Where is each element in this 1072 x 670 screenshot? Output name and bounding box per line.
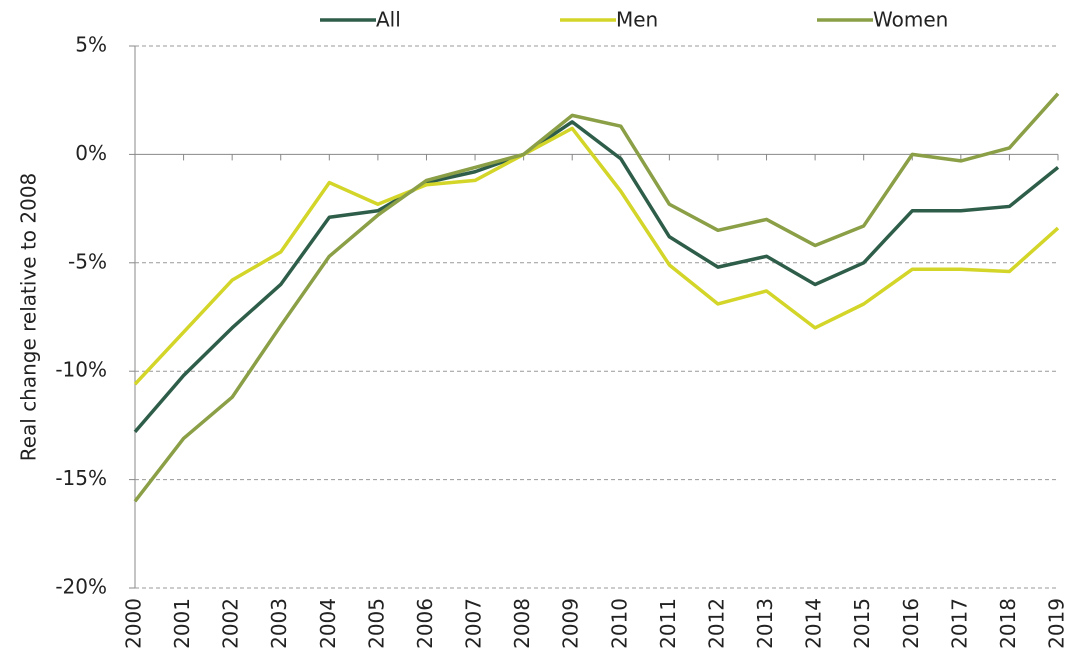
x-tick-label: 2001: [170, 598, 194, 649]
legend-label: Women: [873, 8, 948, 32]
x-tick-label: 2017: [947, 598, 971, 649]
x-tick-label: 2004: [316, 598, 340, 649]
x-tick-label: 2014: [802, 598, 826, 649]
x-tick-label: 2011: [656, 598, 680, 649]
x-tick-label: 2005: [364, 598, 388, 649]
y-tick-label: -15%: [55, 466, 107, 490]
x-tick-label: 2018: [996, 598, 1020, 649]
x-tick-label: 2007: [462, 598, 486, 649]
legend-label: Men: [616, 8, 658, 32]
y-tick-label: -10%: [55, 358, 107, 382]
legend-label: All: [376, 8, 401, 32]
x-tick-label: 2006: [413, 598, 437, 649]
x-tick-label: 2002: [219, 598, 243, 649]
x-tick-label: 2008: [510, 598, 534, 649]
x-tick-label: 2019: [1045, 598, 1069, 649]
x-tick-label: 2012: [704, 598, 728, 649]
y-axis-label: Real change relative to 2008: [17, 173, 41, 462]
x-tick-label: 2015: [850, 598, 874, 649]
series-line: [133, 92, 1060, 503]
series-line: [133, 120, 1060, 434]
x-tick-label: 2000: [122, 598, 146, 649]
x-tick-label: 2013: [753, 598, 777, 649]
x-tick-label: 2003: [267, 598, 291, 649]
y-tick-label: 0%: [75, 141, 107, 165]
series-line: [133, 126, 1060, 386]
x-tick-label: 2016: [899, 598, 923, 649]
x-tick-label: 2010: [607, 598, 631, 649]
y-tick-label: -5%: [68, 249, 107, 273]
y-tick-label: -20%: [55, 575, 107, 599]
x-tick-label: 2009: [559, 598, 583, 649]
y-tick-label: 5%: [75, 33, 107, 57]
